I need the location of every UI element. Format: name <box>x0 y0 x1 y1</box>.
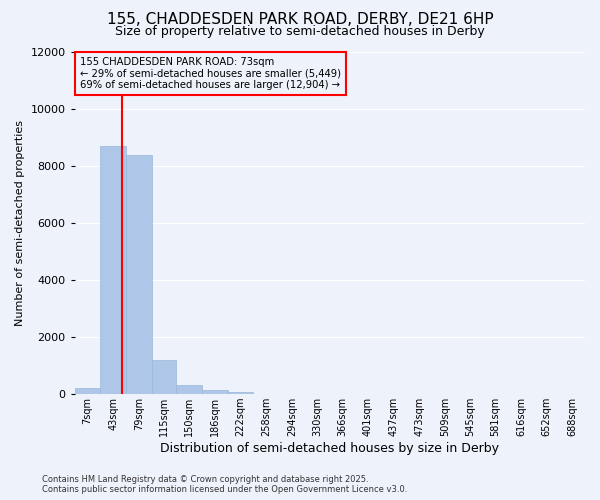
Bar <box>126 155 152 394</box>
Text: 155 CHADDESDEN PARK ROAD: 73sqm
← 29% of semi-detached houses are smaller (5,449: 155 CHADDESDEN PARK ROAD: 73sqm ← 29% of… <box>80 56 341 90</box>
Bar <box>176 385 202 394</box>
Bar <box>202 390 228 394</box>
Y-axis label: Number of semi-detached properties: Number of semi-detached properties <box>15 120 25 326</box>
Text: Size of property relative to semi-detached houses in Derby: Size of property relative to semi-detach… <box>115 25 485 38</box>
Bar <box>100 146 126 394</box>
Text: Contains HM Land Registry data © Crown copyright and database right 2025.
Contai: Contains HM Land Registry data © Crown c… <box>42 474 407 494</box>
Bar <box>228 392 253 394</box>
Text: 155, CHADDESDEN PARK ROAD, DERBY, DE21 6HP: 155, CHADDESDEN PARK ROAD, DERBY, DE21 6… <box>107 12 493 28</box>
Bar <box>152 360 176 394</box>
Bar <box>75 388 100 394</box>
X-axis label: Distribution of semi-detached houses by size in Derby: Distribution of semi-detached houses by … <box>160 442 499 455</box>
